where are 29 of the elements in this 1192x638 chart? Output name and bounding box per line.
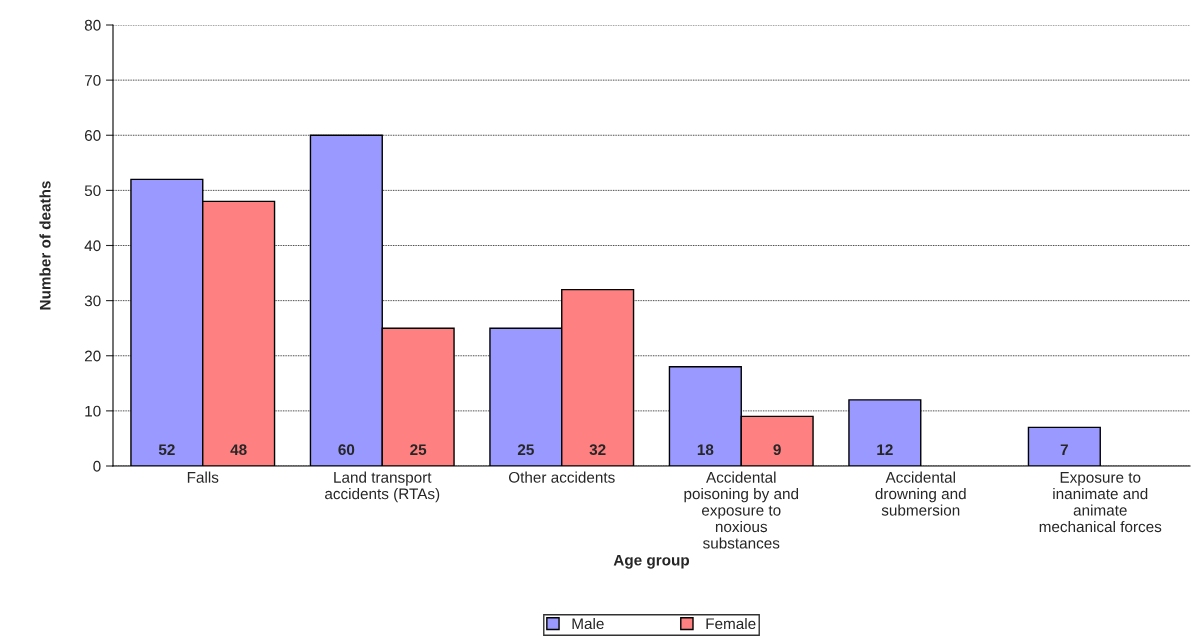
data-label: 12 (877, 444, 893, 455)
data-label: 25 (517, 444, 534, 456)
legend-label: Male (572, 617, 604, 630)
data-label: 9 (773, 444, 781, 456)
data-label: 48 (230, 444, 247, 456)
x-tick-label: Other accidents (508, 471, 615, 483)
data-label: 25 (410, 444, 427, 456)
data-label: 7 (1060, 444, 1068, 455)
y-tick-label: 60 (84, 130, 101, 141)
y-axis-title: Number of deaths (39, 181, 51, 310)
y-tick-label: 10 (85, 405, 101, 417)
data-label: 60 (338, 444, 355, 456)
y-tick-label: 50 (84, 185, 101, 197)
y-tick-label: 80 (84, 19, 101, 31)
data-label: 32 (589, 444, 606, 456)
legend-label: Female (706, 617, 756, 630)
y-tick-label: 0 (93, 460, 101, 472)
y-tick-label: 20 (84, 350, 101, 362)
x-tick-label: Accidental poisoning by and exposure to noxious substances (684, 471, 799, 549)
data-label: 52 (158, 444, 175, 456)
data-label: 18 (697, 444, 714, 456)
x-axis-title: Age group (613, 554, 690, 569)
x-tick-label: Falls (187, 471, 219, 483)
y-tick-label: 70 (84, 74, 101, 86)
y-tick-label: 40 (84, 240, 101, 252)
x-tick-label: Land transport accidents (RTAs) (325, 471, 440, 503)
y-tick-label: 30 (84, 295, 101, 307)
x-tick-label: Accidental drowning and submersion (875, 471, 966, 516)
x-tick-label: Exposure to inanimate and animate mechanical forces (1039, 472, 1162, 533)
